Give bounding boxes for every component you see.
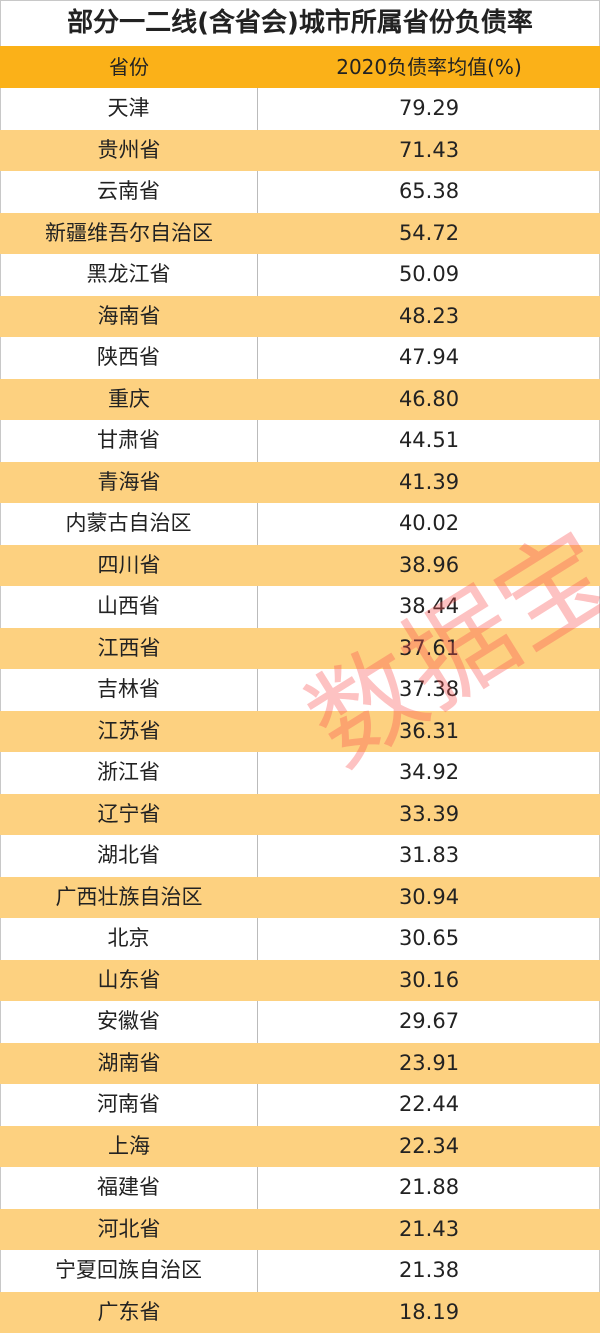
debt-ratio-cell: 46.80 — [398, 386, 460, 411]
debt-ratio-cell: 23.91 — [398, 1050, 460, 1075]
province-cell: 北京 — [0, 918, 258, 960]
debt-ratio-cell: 50.09 — [398, 262, 460, 286]
province-cell: 重庆 — [108, 386, 150, 411]
table-row: 宁夏回族自治区 21.38 — [0, 1250, 600, 1292]
table-row: 安徽省 29.67 — [0, 1001, 600, 1043]
province-cell: 湖北省 — [0, 835, 258, 877]
debt-ratio-cell: 79.29 — [398, 96, 460, 120]
debt-ratio-cell: 37.61 — [398, 635, 460, 660]
province-cell: 四川省 — [97, 552, 161, 577]
province-cell: 广东省 — [97, 1299, 161, 1324]
table-row: 湖南省 23.91 — [0, 1042, 600, 1084]
debt-ratio-cell: 41.39 — [398, 469, 460, 494]
province-cell: 贵州省 — [97, 137, 161, 162]
table-row: 贵州省 71.43 — [0, 129, 600, 171]
table-row: 北京 30.65 — [0, 918, 600, 960]
debt-ratio-cell: 38.44 — [398, 594, 460, 618]
debt-ratio-cell: 29.67 — [398, 1009, 460, 1033]
province-cell: 上海 — [108, 1133, 150, 1158]
debt-ratio-cell: 30.16 — [398, 967, 460, 992]
debt-ratio-cell: 37.38 — [398, 677, 460, 701]
debt-ratio-cell: 30.94 — [398, 884, 460, 909]
debt-ratio-cell: 44.51 — [398, 428, 460, 452]
debt-ratio-cell: 65.38 — [398, 179, 460, 203]
debt-ratio-cell: 48.23 — [398, 303, 460, 328]
table-body: 天津 79.29 贵州省 71.43 云南省 65.38 新疆维吾尔自治区 54.72 黑龙江省… — [0, 88, 600, 1333]
province-cell: 辽宁省 — [97, 801, 161, 826]
table-row: 海南省 48.23 — [0, 295, 600, 337]
province-cell: 山西省 — [0, 586, 258, 628]
province-cell: 青海省 — [97, 469, 161, 494]
table-row: 重庆 46.80 — [0, 378, 600, 420]
debt-ratio-cell: 40.02 — [398, 511, 460, 535]
table-row: 黑龙江省 50.09 — [0, 254, 600, 296]
debt-ratio-cell: 36.31 — [398, 718, 460, 743]
debt-ratio-cell: 33.39 — [398, 801, 460, 826]
header-province: 省份 — [109, 55, 149, 79]
table-header: 省份 2020负债率均值(%) — [0, 46, 600, 88]
debt-ratio-cell: 71.43 — [398, 137, 460, 162]
table-title: 部分一二线(含省会)城市所属省份负债率 — [67, 8, 533, 38]
table-row: 云南省 65.38 — [0, 171, 600, 213]
table-row: 江西省 37.61 — [0, 627, 600, 669]
province-cell: 新疆维吾尔自治区 — [45, 220, 213, 245]
header-debt-ratio: 2020负债率均值(%) — [336, 55, 522, 79]
table-row: 江苏省 36.31 — [0, 710, 600, 752]
debt-ratio-cell: 21.43 — [398, 1216, 460, 1241]
debt-ratio-cell: 21.88 — [398, 1175, 460, 1199]
debt-ratio-cell: 47.94 — [398, 345, 460, 369]
debt-ratio-cell: 18.19 — [398, 1299, 460, 1324]
table-row: 上海 22.34 — [0, 1125, 600, 1167]
province-cell: 黑龙江省 — [0, 254, 258, 296]
table-row: 陕西省 47.94 — [0, 337, 600, 379]
province-cell: 内蒙古自治区 — [0, 503, 258, 545]
debt-ratio-cell: 34.92 — [398, 760, 460, 784]
table-row: 广东省 18.19 — [0, 1291, 600, 1333]
province-cell: 云南省 — [0, 171, 258, 213]
province-cell: 山东省 — [97, 967, 161, 992]
table-row: 天津 79.29 — [0, 88, 600, 130]
province-cell: 安徽省 — [0, 1001, 258, 1043]
table-row: 吉林省 37.38 — [0, 669, 600, 711]
table-row: 新疆维吾尔自治区 54.72 — [0, 212, 600, 254]
province-cell: 陕西省 — [0, 337, 258, 379]
province-cell: 江苏省 — [97, 718, 161, 743]
debt-ratio-cell: 21.38 — [398, 1258, 460, 1282]
table-row: 湖北省 31.83 — [0, 835, 600, 877]
debt-ratio-cell: 22.34 — [398, 1133, 460, 1158]
debt-ratio-cell: 31.83 — [398, 843, 460, 867]
table-row: 河北省 21.43 — [0, 1208, 600, 1250]
table-row: 浙江省 34.92 — [0, 752, 600, 794]
province-cell: 福建省 — [0, 1167, 258, 1209]
province-cell: 湖南省 — [97, 1050, 161, 1075]
debt-ratio-cell: 54.72 — [398, 220, 460, 245]
table-row: 广西壮族自治区 30.94 — [0, 876, 600, 918]
table-row: 甘肃省 44.51 — [0, 420, 600, 462]
debt-ratio-cell: 38.96 — [398, 552, 460, 577]
table-row: 辽宁省 33.39 — [0, 793, 600, 835]
province-cell: 宁夏回族自治区 — [0, 1250, 258, 1292]
table-row: 山东省 30.16 — [0, 959, 600, 1001]
province-cell: 浙江省 — [0, 752, 258, 794]
province-cell: 甘肃省 — [0, 420, 258, 462]
table-row: 青海省 41.39 — [0, 461, 600, 503]
table-row: 四川省 38.96 — [0, 544, 600, 586]
province-cell: 吉林省 — [0, 669, 258, 711]
table-row: 内蒙古自治区 40.02 — [0, 503, 600, 545]
table-row: 福建省 21.88 — [0, 1167, 600, 1209]
province-cell: 江西省 — [97, 635, 161, 660]
table-row: 山西省 38.44 — [0, 586, 600, 628]
province-cell: 河北省 — [97, 1216, 161, 1241]
province-cell: 海南省 — [97, 303, 161, 328]
debt-ratio-cell: 30.65 — [398, 926, 460, 950]
province-cell: 广西壮族自治区 — [55, 884, 203, 909]
debt-ratio-cell: 22.44 — [398, 1092, 460, 1116]
table-row: 河南省 22.44 — [0, 1084, 600, 1126]
province-cell: 河南省 — [0, 1084, 258, 1126]
province-cell: 天津 — [0, 88, 258, 130]
